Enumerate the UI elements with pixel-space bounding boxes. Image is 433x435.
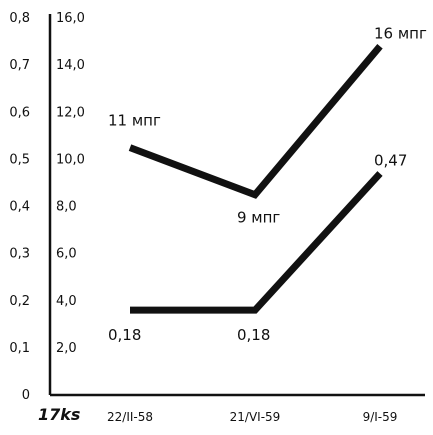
right-scale-tick-label: 4,0 bbox=[56, 294, 77, 309]
series-line-top bbox=[128, 44, 383, 199]
left-tick-label: 0,5 bbox=[9, 152, 30, 167]
x-axis-ticks: 22/II-58 21/VI-59 9/I-59 bbox=[107, 410, 397, 424]
right-scale-tick-label: 8,0 bbox=[56, 200, 77, 215]
point-label: 0,47 bbox=[374, 152, 407, 170]
point-label: 11 мпг bbox=[108, 112, 161, 130]
series-lines bbox=[128, 44, 383, 314]
right-scale-tick-label: 2,0 bbox=[56, 341, 77, 356]
left-tick-label: 0,8 bbox=[9, 11, 30, 26]
right-axis-ticks: 2,0 4,0 6,0 8,0 10,0 12,0 14,0 16,0 bbox=[56, 11, 85, 356]
left-tick-label: 0,7 bbox=[9, 58, 30, 73]
right-scale-tick-label: 12,0 bbox=[56, 105, 85, 120]
left-tick-label: 0,6 bbox=[9, 105, 30, 120]
right-scale-tick-label: 6,0 bbox=[56, 247, 77, 262]
left-tick-label: 0 bbox=[22, 388, 30, 403]
left-tick-label: 0,3 bbox=[9, 247, 30, 262]
point-label: 16 мпг bbox=[374, 24, 427, 42]
right-scale-tick-label: 14,0 bbox=[56, 58, 85, 73]
left-tick-label: 0,4 bbox=[9, 200, 30, 215]
left-tick-label: 0,1 bbox=[9, 341, 30, 356]
point-label: 0,18 bbox=[237, 326, 270, 344]
x-tick-label: 9/I-59 bbox=[363, 410, 398, 424]
right-scale-tick-label: 10,0 bbox=[56, 152, 85, 167]
corner-label: 17ks bbox=[38, 405, 80, 424]
right-scale-tick-label: 16,0 bbox=[56, 11, 85, 26]
series-line-bottom bbox=[130, 171, 383, 314]
x-tick-label: 22/II-58 bbox=[107, 410, 153, 424]
point-labels: 11 мпг 9 мпг 16 мпг 0,18 0,18 0,47 bbox=[108, 24, 427, 344]
x-tick-label: 21/VI-59 bbox=[230, 410, 281, 424]
point-label: 0,18 bbox=[108, 326, 141, 344]
left-tick-label: 0,2 bbox=[9, 294, 30, 309]
axes bbox=[48, 14, 425, 397]
point-label: 9 мпг bbox=[237, 209, 280, 227]
left-axis-ticks: 0 0,1 0,2 0,3 0,4 0,5 0,6 0,7 0,8 bbox=[9, 11, 30, 403]
